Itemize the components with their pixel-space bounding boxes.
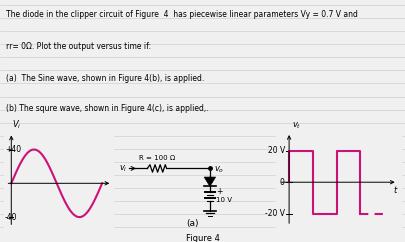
Text: (b) The squre wave, shown in Figure 4(c), is applied,.: (b) The squre wave, shown in Figure 4(c)… [6, 104, 208, 113]
Text: +: + [216, 187, 222, 196]
Text: R = 100 Ω: R = 100 Ω [139, 155, 175, 161]
Polygon shape [204, 177, 215, 186]
Text: 10 V: 10 V [216, 197, 232, 203]
Text: 20 V: 20 V [267, 146, 284, 155]
Text: rr= 0Ω. Plot the output versus time if:: rr= 0Ω. Plot the output versus time if: [6, 42, 151, 51]
Text: The diode in the clipper circuit of Figure  4  has piecewise linear parameters V: The diode in the clipper circuit of Figu… [6, 10, 357, 19]
Text: $V_i$: $V_i$ [13, 118, 22, 131]
Text: (a): (a) [186, 219, 198, 228]
Text: $v_i$: $v_i$ [119, 163, 127, 174]
Text: $v_o$: $v_o$ [214, 165, 224, 175]
Text: $v_t$: $v_t$ [291, 120, 301, 130]
Text: t: t [392, 186, 396, 195]
Text: +40: +40 [5, 145, 21, 154]
Text: Figure 4: Figure 4 [185, 234, 220, 242]
Text: (a)  The Sine wave, shown in Figure 4(b), is applied.: (a) The Sine wave, shown in Figure 4(b),… [6, 74, 204, 83]
Text: -40: -40 [5, 213, 17, 222]
Text: 0: 0 [279, 178, 284, 187]
Text: -20 V: -20 V [264, 209, 284, 218]
